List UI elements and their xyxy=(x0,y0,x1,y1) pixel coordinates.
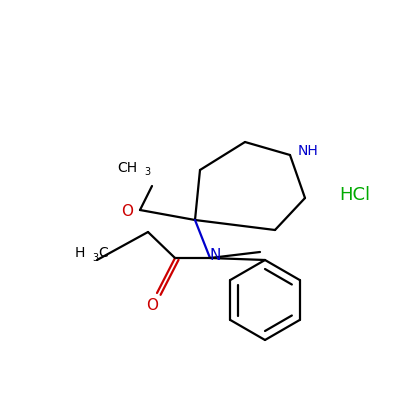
Text: NH: NH xyxy=(298,144,318,158)
Text: N: N xyxy=(209,248,221,262)
Text: C: C xyxy=(98,246,108,260)
Text: O: O xyxy=(121,204,133,220)
Text: H: H xyxy=(75,246,85,260)
Text: 3: 3 xyxy=(144,167,150,177)
Text: HCl: HCl xyxy=(340,186,370,204)
Text: CH: CH xyxy=(117,161,137,175)
Text: O: O xyxy=(146,298,158,312)
Text: 3: 3 xyxy=(92,253,98,263)
